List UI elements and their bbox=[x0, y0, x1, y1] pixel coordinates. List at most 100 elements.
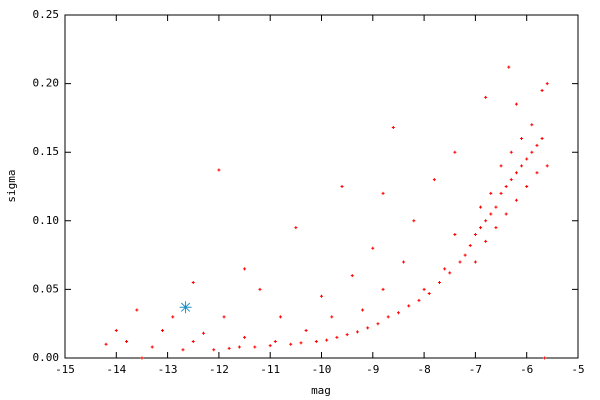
point bbox=[453, 150, 457, 154]
point bbox=[489, 191, 493, 195]
point bbox=[140, 356, 144, 360]
point bbox=[489, 212, 493, 216]
point bbox=[432, 178, 436, 182]
point bbox=[535, 143, 539, 147]
point bbox=[289, 342, 293, 346]
x-tick-label: -6 bbox=[520, 363, 533, 376]
y-tick-label: 0.20 bbox=[33, 77, 60, 90]
point bbox=[479, 205, 483, 209]
point bbox=[540, 136, 544, 140]
point bbox=[253, 345, 257, 349]
point bbox=[437, 281, 441, 285]
point bbox=[499, 164, 503, 168]
point bbox=[473, 260, 477, 264]
point bbox=[340, 185, 344, 188]
point bbox=[386, 315, 390, 319]
point bbox=[212, 348, 216, 352]
point bbox=[381, 191, 385, 195]
point bbox=[217, 168, 221, 172]
point bbox=[484, 95, 488, 99]
point bbox=[114, 329, 118, 333]
point bbox=[278, 315, 282, 319]
point bbox=[530, 150, 534, 154]
point bbox=[494, 226, 498, 230]
point bbox=[514, 102, 518, 106]
x-tick-label: -11 bbox=[260, 363, 280, 376]
y-tick-label: 0.15 bbox=[33, 145, 60, 158]
x-tick-label: -8 bbox=[417, 363, 430, 376]
point bbox=[535, 171, 539, 175]
point bbox=[520, 164, 524, 168]
point bbox=[227, 346, 231, 350]
point bbox=[376, 322, 380, 326]
point bbox=[427, 292, 431, 296]
point bbox=[304, 329, 308, 333]
y-tick-label: 0.05 bbox=[33, 282, 60, 295]
point bbox=[171, 315, 175, 319]
point bbox=[160, 329, 164, 333]
point bbox=[320, 294, 323, 298]
y-tick-label: 0.25 bbox=[33, 8, 60, 21]
point bbox=[268, 344, 272, 348]
point bbox=[473, 233, 477, 237]
x-tick-label: -13 bbox=[158, 363, 178, 376]
x-axis-label: mag bbox=[311, 384, 331, 397]
point bbox=[371, 246, 375, 250]
y-axis-label: sigma bbox=[5, 169, 18, 202]
point bbox=[125, 340, 129, 344]
point bbox=[453, 233, 457, 237]
point bbox=[504, 185, 508, 188]
point bbox=[222, 315, 226, 319]
point bbox=[545, 164, 549, 168]
point bbox=[407, 304, 411, 308]
point bbox=[504, 212, 508, 216]
x-tick-label: -14 bbox=[106, 363, 126, 376]
point bbox=[543, 356, 547, 360]
point bbox=[191, 281, 195, 285]
point bbox=[181, 348, 185, 352]
point bbox=[335, 335, 339, 339]
point bbox=[391, 126, 395, 130]
point bbox=[350, 274, 354, 278]
point bbox=[417, 298, 421, 302]
point bbox=[314, 340, 318, 344]
point bbox=[514, 198, 518, 202]
point bbox=[258, 287, 262, 291]
point bbox=[484, 219, 488, 223]
point bbox=[448, 271, 452, 275]
point bbox=[243, 267, 247, 271]
point bbox=[509, 178, 513, 182]
point bbox=[463, 253, 467, 257]
plot-frame bbox=[64, 14, 579, 359]
point bbox=[104, 342, 108, 346]
point bbox=[366, 326, 370, 330]
x-tick-label: -5 bbox=[571, 363, 584, 376]
point bbox=[540, 88, 544, 92]
x-tick-label: -7 bbox=[469, 363, 482, 376]
point bbox=[494, 205, 498, 209]
y-tick-label: 0.00 bbox=[33, 351, 60, 364]
point bbox=[396, 311, 400, 315]
x-tick-label: -12 bbox=[209, 363, 229, 376]
point bbox=[499, 191, 503, 195]
point bbox=[299, 341, 303, 345]
point bbox=[479, 226, 483, 230]
point bbox=[507, 65, 511, 69]
point bbox=[237, 345, 241, 349]
point bbox=[530, 123, 534, 127]
point bbox=[355, 330, 359, 334]
point bbox=[458, 260, 462, 264]
point bbox=[345, 333, 349, 337]
x-tick-label: -9 bbox=[366, 363, 379, 376]
point bbox=[202, 331, 206, 335]
point bbox=[509, 150, 513, 154]
point bbox=[243, 335, 247, 339]
point bbox=[443, 267, 447, 271]
point bbox=[402, 260, 406, 264]
point bbox=[361, 308, 365, 312]
point bbox=[294, 226, 298, 230]
point bbox=[150, 345, 154, 349]
point bbox=[330, 315, 334, 319]
point bbox=[545, 82, 549, 86]
point bbox=[325, 338, 329, 342]
